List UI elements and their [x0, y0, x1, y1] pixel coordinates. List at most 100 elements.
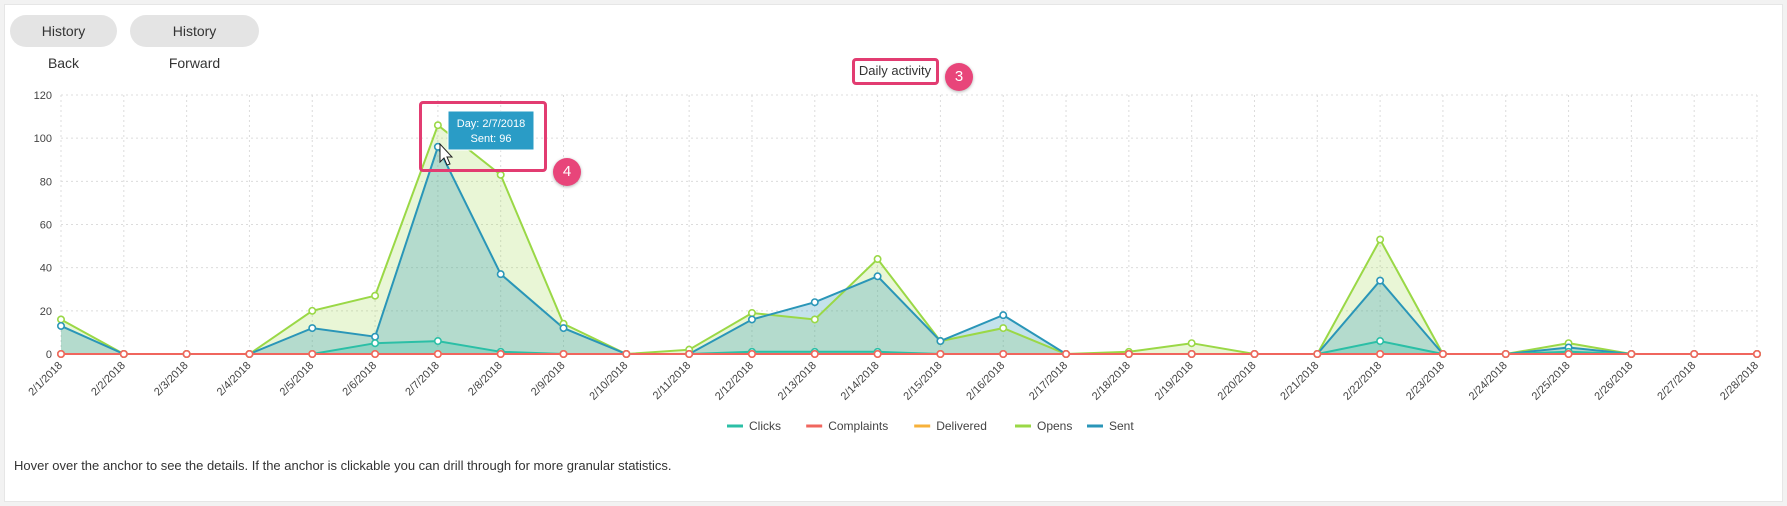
x-tick-label: 2/11/2018 — [651, 360, 694, 403]
x-tick-label: 2/14/2018 — [839, 360, 882, 403]
x-tick-label: 2/1/2018 — [26, 360, 65, 399]
data-tooltip: Day: 2/7/2018 Sent: 96 — [447, 110, 535, 151]
point-complaints[interactable] — [1501, 349, 1510, 358]
point-opens[interactable] — [371, 291, 380, 300]
x-tick-label: 2/3/2018 — [152, 360, 191, 399]
x-axis: 2/1/2018 2/2/2018 2/3/2018 2/4/2018 2/5/2018… — [26, 353, 1761, 403]
y-tick-label: 60 — [40, 220, 52, 232]
point-clicks[interactable] — [1376, 337, 1385, 346]
x-tick-label: 2/19/2018 — [1153, 360, 1196, 403]
legend-item-opens[interactable]: Opens — [1015, 419, 1072, 433]
history-back-button[interactable]: History Back — [10, 15, 117, 71]
point-clicks[interactable] — [433, 337, 442, 346]
series-points — [56, 121, 1762, 358]
x-tick-label: 2/18/2018 — [1090, 360, 1133, 403]
point-complaints[interactable] — [999, 349, 1008, 358]
x-tick-label: 2/17/2018 — [1027, 360, 1070, 403]
point-complaints[interactable] — [1690, 349, 1699, 358]
title-callout-badge: 3 — [945, 63, 973, 91]
point-sent[interactable] — [936, 337, 945, 346]
point-opens[interactable] — [810, 315, 819, 324]
point-opens[interactable] — [56, 315, 65, 324]
legend-label: Delivered — [936, 419, 987, 433]
area-sent — [61, 146, 1757, 354]
point-complaints[interactable] — [56, 349, 65, 358]
point-complaints[interactable] — [1062, 349, 1071, 358]
point-opens[interactable] — [308, 306, 317, 315]
x-tick-label: 2/24/2018 — [1467, 360, 1510, 403]
area-clicks — [61, 341, 1757, 354]
point-opens[interactable] — [496, 170, 505, 179]
point-sent[interactable] — [496, 270, 505, 279]
point-sent[interactable] — [371, 332, 380, 341]
point-sent[interactable] — [747, 315, 756, 324]
point-opens[interactable] — [1376, 235, 1385, 244]
point-opens[interactable] — [747, 308, 756, 317]
point-complaints[interactable] — [810, 349, 819, 358]
x-tick-label: 2/16/2018 — [964, 360, 1007, 403]
point-sent[interactable] — [999, 311, 1008, 320]
y-tick-label: 100 — [34, 133, 52, 145]
point-complaints[interactable] — [1753, 349, 1762, 358]
legend-label: Opens — [1037, 419, 1072, 433]
history-forward-button[interactable]: History Forward — [130, 15, 259, 71]
x-tick-label: 2/25/2018 — [1530, 360, 1573, 403]
chart-title: Daily activity — [859, 63, 932, 78]
x-tick-label: 2/27/2018 — [1655, 360, 1698, 403]
point-sent[interactable] — [308, 324, 317, 333]
point-complaints[interactable] — [371, 349, 380, 358]
point-complaints[interactable] — [685, 349, 694, 358]
point-complaints[interactable] — [182, 349, 191, 358]
point-complaints[interactable] — [1438, 349, 1447, 358]
point-sent[interactable] — [56, 321, 65, 330]
legend-item-complaints[interactable]: Complaints — [806, 419, 888, 433]
point-opens[interactable] — [433, 121, 442, 130]
x-tick-label: 2/26/2018 — [1592, 360, 1635, 403]
legend-item-clicks[interactable]: Clicks — [727, 419, 781, 433]
x-tick-label: 2/20/2018 — [1216, 360, 1259, 403]
point-complaints[interactable] — [1627, 349, 1636, 358]
point-opens[interactable] — [873, 255, 882, 264]
point-complaints[interactable] — [119, 349, 128, 358]
point-complaints[interactable] — [1250, 349, 1259, 358]
point-sent[interactable] — [1376, 276, 1385, 285]
point-opens[interactable] — [1187, 339, 1196, 348]
x-tick-label: 2/6/2018 — [340, 360, 379, 399]
point-complaints[interactable] — [308, 349, 317, 358]
x-tick-label: 2/7/2018 — [403, 360, 442, 399]
point-clicks[interactable] — [371, 339, 380, 348]
point-complaints[interactable] — [1187, 349, 1196, 358]
point-complaints[interactable] — [245, 349, 254, 358]
point-complaints[interactable] — [747, 349, 756, 358]
legend-label: Sent — [1109, 419, 1134, 433]
tooltip-callout-badge: 4 — [553, 158, 581, 186]
x-tick-label: 2/10/2018 — [587, 360, 630, 403]
point-complaints[interactable] — [1124, 349, 1133, 358]
point-complaints[interactable] — [1376, 349, 1385, 358]
x-tick-label: 2/13/2018 — [776, 360, 819, 403]
point-complaints[interactable] — [622, 349, 631, 358]
point-sent[interactable] — [873, 272, 882, 281]
point-complaints[interactable] — [1313, 349, 1322, 358]
point-complaints[interactable] — [559, 349, 568, 358]
point-sent[interactable] — [810, 298, 819, 307]
y-tick-label: 20 — [40, 306, 52, 318]
point-opens[interactable] — [999, 324, 1008, 333]
point-complaints[interactable] — [496, 349, 505, 358]
y-tick-label: 40 — [40, 263, 52, 275]
mouse-cursor-icon — [439, 142, 454, 166]
x-tick-label: 2/21/2018 — [1278, 360, 1321, 403]
point-complaints[interactable] — [1564, 349, 1573, 358]
legend-item-delivered[interactable]: Delivered — [914, 419, 987, 433]
x-tick-label: 2/4/2018 — [215, 360, 254, 399]
point-complaints[interactable] — [433, 349, 442, 358]
y-tick-label: 80 — [40, 176, 52, 188]
point-sent[interactable] — [559, 324, 568, 333]
point-complaints[interactable] — [873, 349, 882, 358]
title-highlight — [852, 58, 939, 85]
x-tick-label: 2/28/2018 — [1718, 360, 1761, 403]
chart-panel — [4, 4, 1783, 502]
legend-item-sent[interactable]: Sent — [1087, 419, 1134, 433]
point-complaints[interactable] — [936, 349, 945, 358]
